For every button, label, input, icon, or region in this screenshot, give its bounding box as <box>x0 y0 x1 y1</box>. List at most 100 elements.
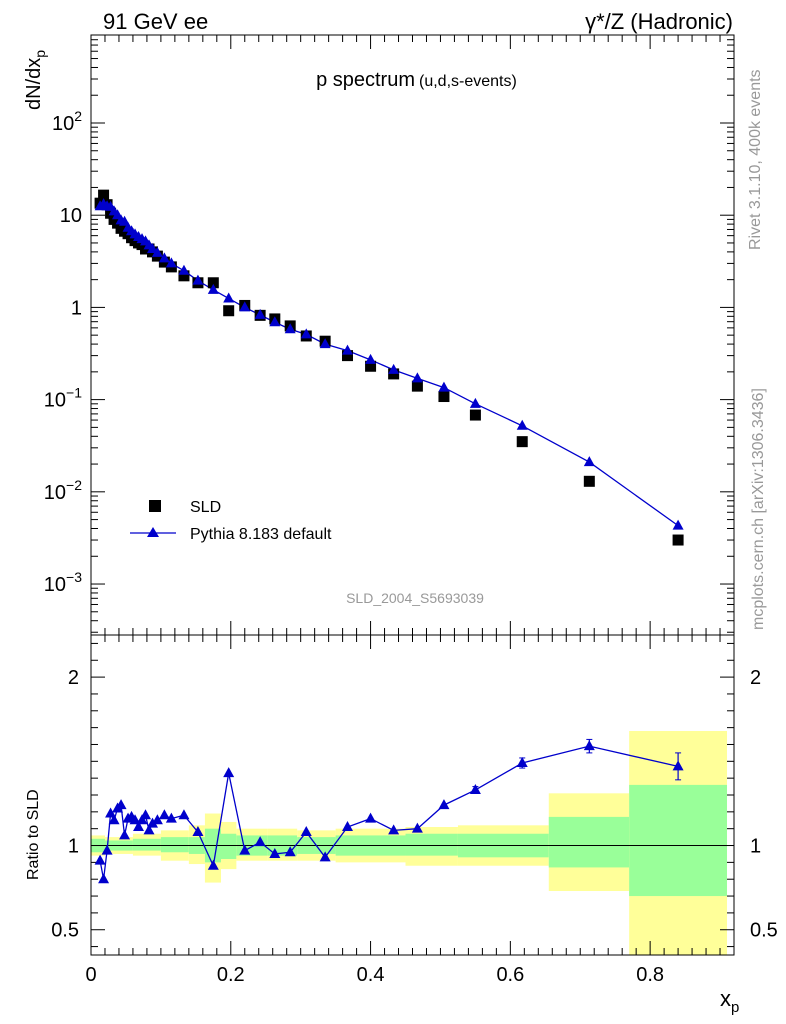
ratio-point <box>192 826 204 837</box>
ratio-y-tick-label-right: 1 <box>750 836 761 858</box>
pythia-point <box>192 274 204 285</box>
ratio-point <box>223 767 235 778</box>
pythia-point <box>469 397 481 408</box>
x-tick-label: 0.8 <box>636 964 664 986</box>
ratio-y-tick-label: 0.5 <box>51 920 79 942</box>
pythia-point <box>158 252 170 263</box>
sld-point <box>365 360 377 372</box>
pythia-point <box>223 292 235 303</box>
ratio-panel: 0.5 0.5 1 1 2 2 0 0.2 0.4 0.6 0.8 Ratio to SLD xp <box>25 634 778 1016</box>
pythia-point <box>254 308 266 319</box>
pythia-point <box>300 328 312 339</box>
ratio-point <box>411 822 423 833</box>
pythia-point <box>672 519 684 530</box>
ratio-point <box>583 740 595 751</box>
legend-label-pythia: Pythia 8.183 default <box>190 526 332 543</box>
ratio-point <box>151 814 163 825</box>
pythia-point <box>269 316 281 327</box>
ratio-point <box>158 809 170 820</box>
sld-point <box>342 350 354 362</box>
ratio-point <box>672 760 684 771</box>
ratio-point <box>516 757 528 767</box>
ratio-y-tick-label-right: 2 <box>750 667 761 689</box>
ratio-point <box>165 812 177 823</box>
ratio-point <box>207 859 219 870</box>
mcplots-label: mcplots.cern.ch [arXiv:1306.3436] <box>750 388 767 630</box>
x-tick-label: 0.4 <box>357 964 385 986</box>
main-frame <box>90 34 735 636</box>
ratio-point <box>284 846 296 857</box>
pythia-point <box>342 344 354 355</box>
uncertainty-band-inner <box>160 837 189 853</box>
ratio-frame <box>90 634 735 956</box>
header-left: 91 GeV ee <box>103 9 208 34</box>
pythia-point <box>388 363 400 374</box>
pythia-point <box>239 301 251 312</box>
ratio-point <box>115 799 127 810</box>
sld-point <box>207 277 219 289</box>
y-tick-label: 10−1 <box>44 385 82 412</box>
pythia-point <box>178 264 190 275</box>
sld-point <box>516 436 528 448</box>
sld-point <box>388 368 400 380</box>
x-tick-label: 0.6 <box>496 964 524 986</box>
sld-point <box>672 534 684 546</box>
header-right: γ*/Z (Hadronic) <box>585 9 733 34</box>
ratio-point <box>136 814 148 825</box>
uncertainty-band-inner <box>405 833 458 856</box>
uncertainty-band-inner <box>220 833 237 859</box>
sld-point <box>438 391 450 403</box>
y-tick-label: 10−3 <box>44 569 82 596</box>
pythia-point <box>411 372 423 383</box>
ratio-point <box>388 824 400 835</box>
sld-point <box>178 270 190 282</box>
ratio-point <box>147 817 159 828</box>
sld-point <box>223 305 235 317</box>
pythia-point <box>151 246 163 257</box>
uncertainty-band-inner <box>548 816 630 868</box>
legend-label-sld: SLD <box>190 499 221 516</box>
sld-point <box>583 475 595 487</box>
chart-subtitle: (u,d,s-events) <box>419 73 517 90</box>
legend: SLD Pythia 8.183 default <box>130 499 332 543</box>
pythia-point <box>583 456 595 467</box>
ratio-point <box>105 807 117 818</box>
ratio-point <box>133 821 145 831</box>
ratio-point <box>140 809 152 820</box>
x-axis-label: xp <box>720 986 739 1016</box>
pythia-point <box>365 353 377 364</box>
ratio-point <box>98 873 110 884</box>
legend-marker-sld <box>149 500 161 512</box>
watermark: SLD_2004_S5693039 <box>346 590 484 606</box>
ratio-point <box>239 844 251 855</box>
y-tick-label: 1 <box>71 297 82 319</box>
chart-title: p spectrum <box>316 69 415 91</box>
ratio-y-tick-label: 2 <box>68 667 79 689</box>
sld-point <box>469 409 481 421</box>
x-tick-label: 0 <box>85 964 96 986</box>
pythia-point <box>165 257 177 268</box>
y-axis-label: dN/dxp <box>23 50 48 110</box>
y-tick-label: 10 <box>60 205 82 227</box>
ratio-y-label: Ratio to SLD <box>25 789 42 880</box>
legend-marker-pythia <box>147 527 159 537</box>
ratio-point <box>319 851 331 862</box>
x-tick-label: 0.2 <box>217 964 245 986</box>
rivet-label: Rivet 3.1.10, 400k events <box>747 69 764 250</box>
ratio-y-tick-label: 1 <box>68 836 79 858</box>
sld-point <box>411 380 423 392</box>
uncertainty-band-inner <box>629 784 728 897</box>
ratio-point <box>101 844 113 855</box>
main-panel: p spectrum (u,d,s-events) SLD_2004_S5693… <box>23 34 735 636</box>
ratio-point <box>269 847 281 858</box>
ratio-point <box>438 799 450 810</box>
pythia-point <box>284 323 296 334</box>
ratio-point <box>365 812 377 823</box>
ratio-point <box>254 836 266 847</box>
sld-point <box>98 189 110 201</box>
ratio-y-tick-label-right: 0.5 <box>750 920 778 942</box>
ratio-point <box>108 814 120 825</box>
y-tick-label: 102 <box>52 108 82 135</box>
ratio-point <box>469 783 481 794</box>
